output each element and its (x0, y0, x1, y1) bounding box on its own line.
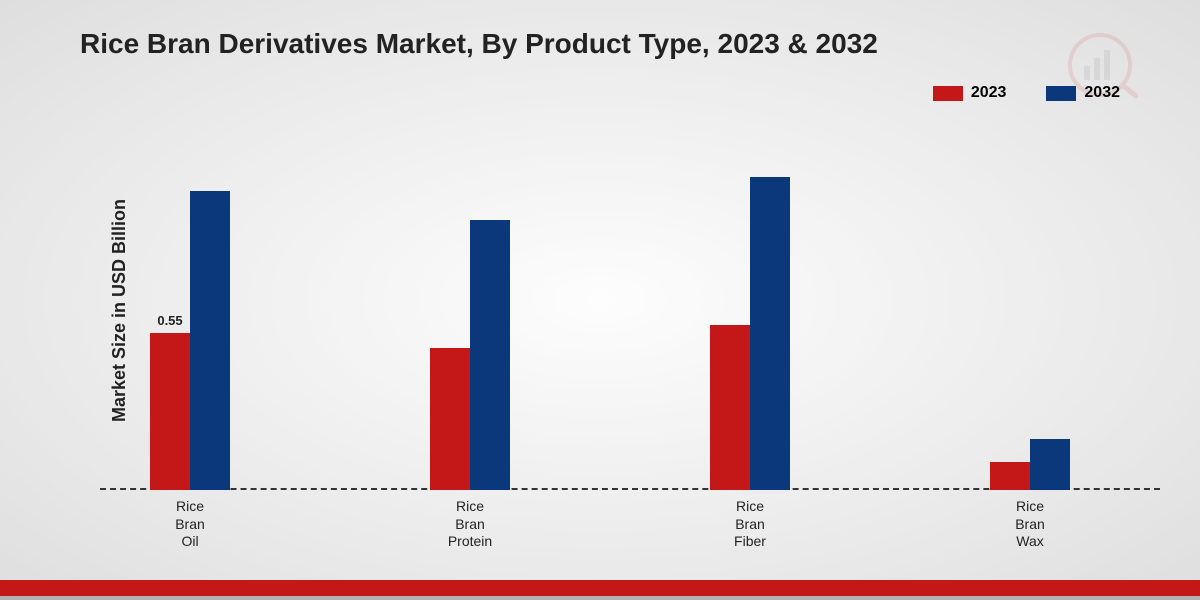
bar-group (410, 220, 530, 490)
bar-2023 (990, 462, 1030, 490)
x-axis-category-label: RiceBranOil (130, 498, 250, 551)
bar-2023 (430, 348, 470, 490)
plot-area: 0.55 (100, 120, 1160, 490)
bar-value-label: 0.55 (157, 313, 182, 328)
bar-2032 (1030, 439, 1070, 490)
legend-item-2032: 2032 (1046, 84, 1120, 102)
bar-2023: 0.55 (150, 333, 190, 490)
bar-group (690, 177, 810, 490)
footer-line (0, 596, 1200, 600)
bar-2032 (470, 220, 510, 490)
bar-2032 (190, 191, 230, 490)
footer-accent-bar (0, 580, 1200, 596)
x-axis-category-label: RiceBranWax (970, 498, 1090, 551)
legend: 2023 2032 (933, 84, 1120, 102)
legend-label-2023: 2023 (971, 84, 1007, 102)
chart-title: Rice Bran Derivatives Market, By Product… (80, 28, 878, 60)
bar-group (970, 439, 1090, 490)
legend-label-2032: 2032 (1084, 84, 1120, 102)
bar-group: 0.55 (130, 191, 250, 490)
x-axis-category-label: RiceBranProtein (410, 498, 530, 551)
x-axis-category-label: RiceBranFiber (690, 498, 810, 551)
bar-2023 (710, 325, 750, 490)
bar-2032 (750, 177, 790, 490)
legend-item-2023: 2023 (933, 84, 1007, 102)
legend-swatch-2032 (1046, 86, 1076, 101)
legend-swatch-2023 (933, 86, 963, 101)
